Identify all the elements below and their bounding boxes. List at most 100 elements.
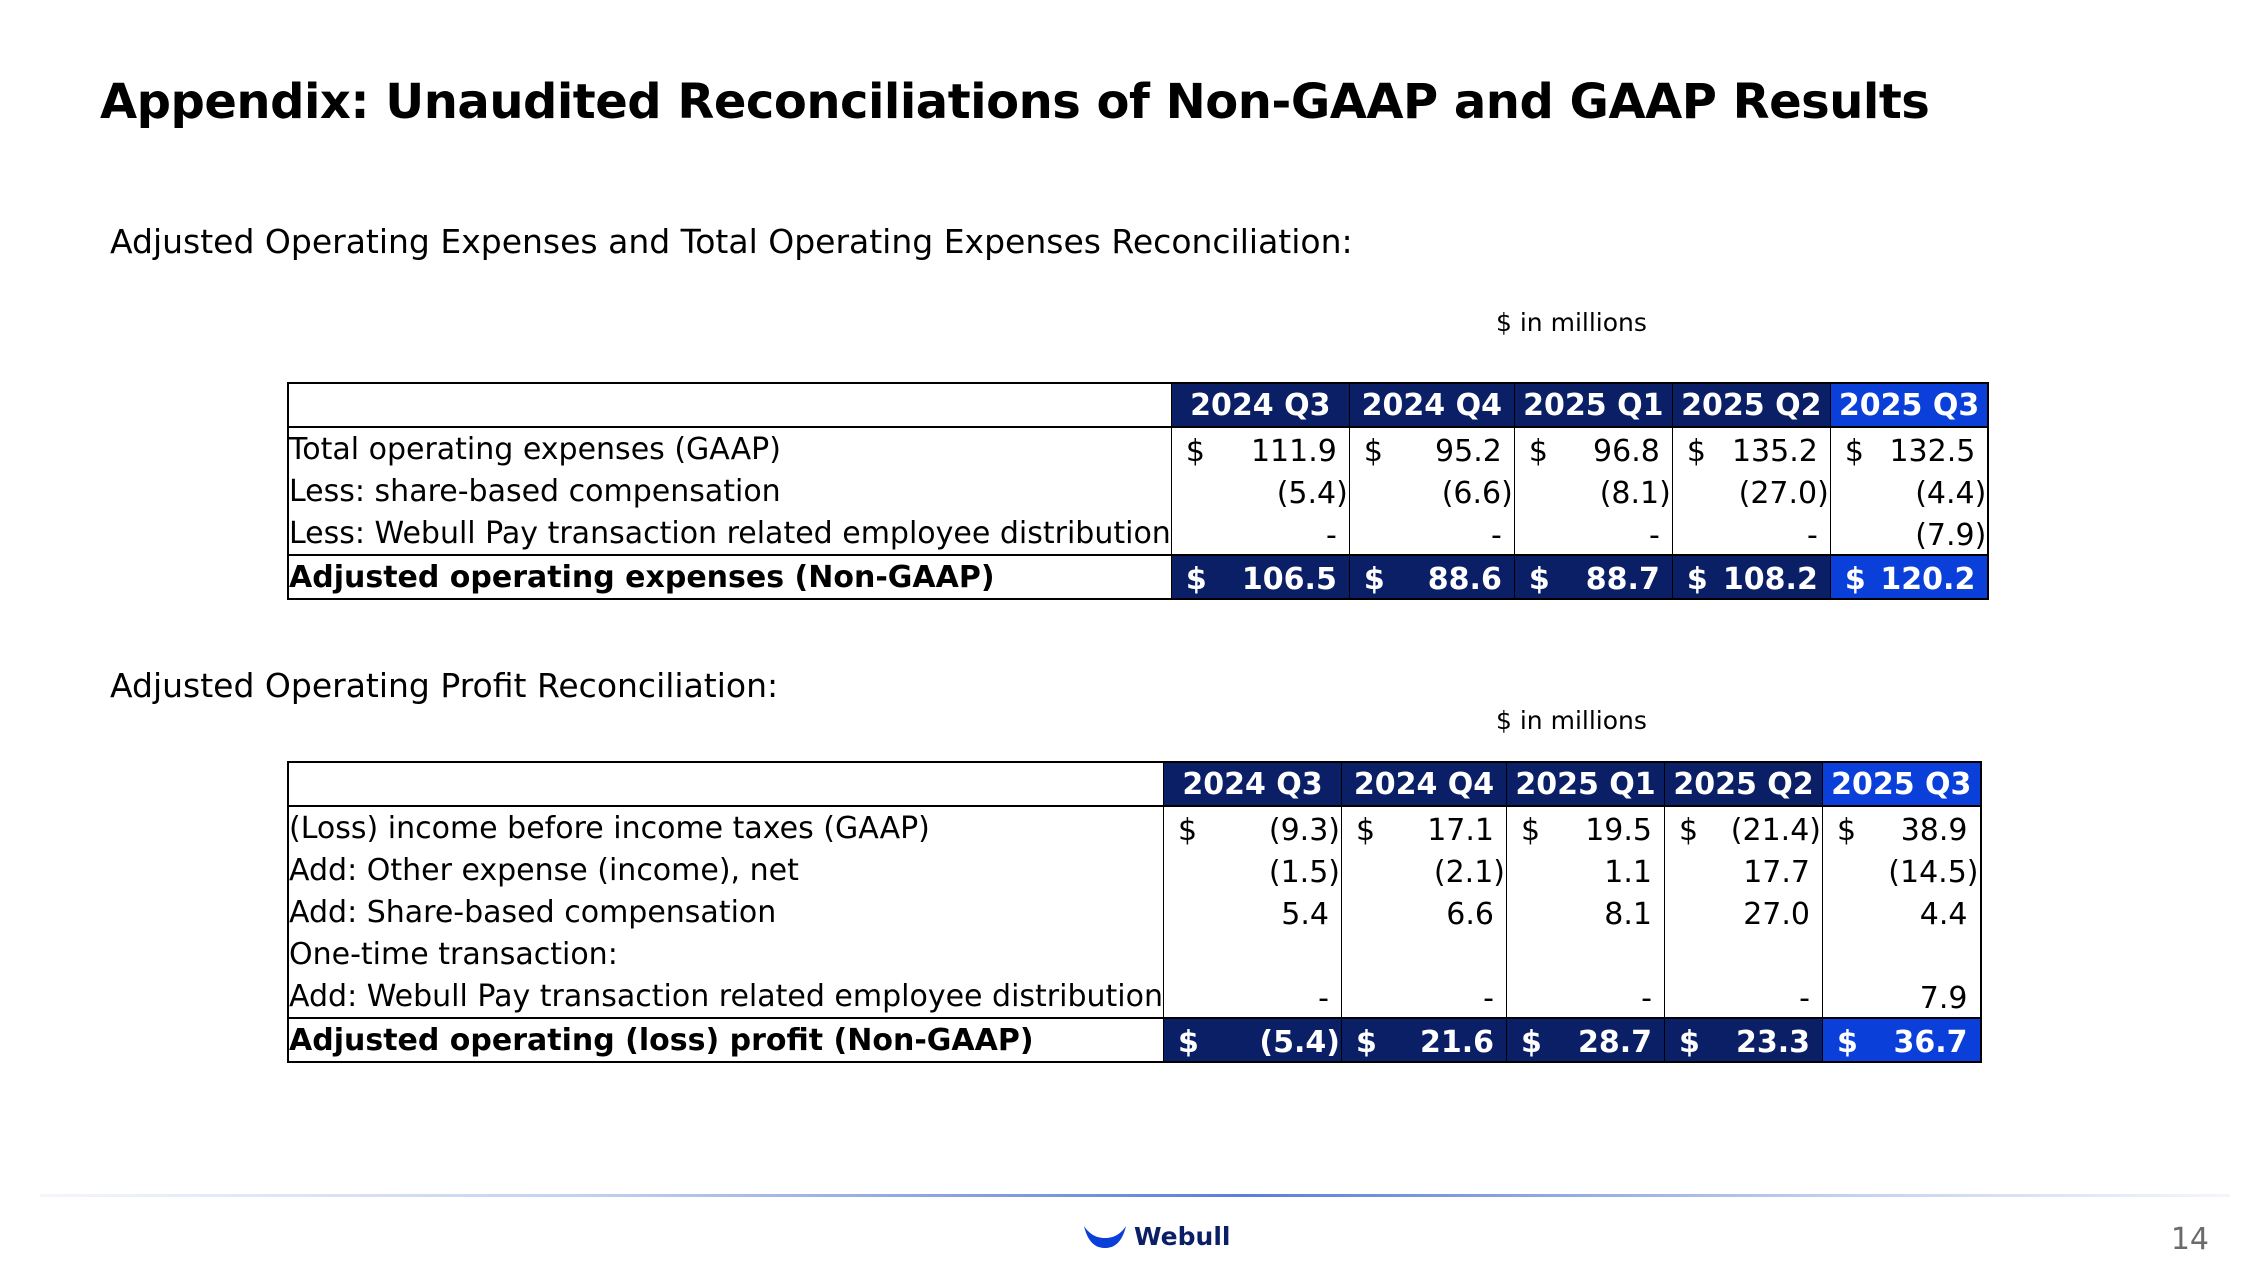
footer-divider: [40, 1194, 2230, 1197]
column-header: 2024 Q4: [1341, 762, 1507, 807]
cell-value: 36.7: [1893, 1025, 1968, 1060]
row-label: Adjusted operating (loss) profit (Non-GA…: [288, 1017, 1164, 1062]
currency-symbol: $: [1363, 562, 1385, 597]
cell-value: 106.5: [1241, 562, 1337, 597]
value-cell: (7.9): [1829, 512, 1989, 555]
value-cell: [1664, 933, 1823, 975]
cell-value: (14.5): [1888, 855, 1979, 890]
value-cell: $88.7: [1513, 554, 1673, 599]
value-cell: $23.3: [1664, 1017, 1823, 1062]
value-cell: (4.4): [1829, 470, 1989, 512]
value-cell: 6.6: [1341, 891, 1507, 933]
cell-value: 132.5: [1889, 434, 1976, 469]
currency-symbol: $: [1356, 1025, 1377, 1060]
cell-value: (5.4): [1276, 476, 1348, 511]
value-cell: $36.7: [1822, 1017, 1981, 1062]
cell-value: 88.6: [1427, 562, 1502, 597]
value-cell: $21.6: [1341, 1017, 1507, 1062]
value-cell: $108.2: [1671, 554, 1831, 599]
cell-value: 5.4: [1281, 897, 1329, 932]
value-cell: $ (9.3): [1163, 806, 1342, 849]
currency-symbol: $: [1521, 1025, 1542, 1060]
value-cell: (1.5): [1163, 849, 1342, 891]
value-cell: $96.8: [1513, 427, 1673, 470]
table-row: (Loss) income before income taxes (GAAP)…: [288, 806, 1981, 849]
page-title: Appendix: Unaudited Reconciliations of N…: [100, 74, 1930, 130]
value-cell: $17.1: [1341, 806, 1507, 849]
value-cell: $28.7: [1506, 1017, 1665, 1062]
row-label: One-time transaction:: [289, 936, 618, 972]
cell-value: 28.7: [1577, 1025, 1652, 1060]
cell-value: 4.4: [1919, 897, 1968, 932]
table-row: Add: Share-based compensation 5.4 6.6 8.1 27…: [288, 891, 1981, 933]
value-cell: (14.5): [1822, 849, 1981, 891]
value-cell: $19.5: [1506, 806, 1665, 849]
currency-symbol: $: [1686, 562, 1708, 597]
value-cell: 17.7: [1664, 849, 1823, 891]
cell-value: 108.2: [1722, 562, 1818, 597]
value-cell: -: [1341, 975, 1507, 1018]
cell-value: -: [1807, 518, 1818, 553]
cell-value: 88.7: [1585, 562, 1660, 597]
row-label: Less: share-based compensation: [289, 473, 781, 509]
currency-symbol: $: [1679, 1025, 1700, 1060]
cell-value: (6.6): [1441, 476, 1513, 511]
cell-value: 19.5: [1585, 813, 1652, 848]
cell-value: (8.1): [1599, 476, 1671, 511]
opex-section-title: Adjusted Operating Expenses and Total Op…: [110, 222, 1353, 261]
row-label: Less: Webull Pay transaction related emp…: [289, 515, 1171, 551]
value-cell: [1506, 933, 1665, 975]
value-cell: $135.2: [1671, 427, 1831, 470]
value-cell: [1341, 933, 1507, 975]
value-cell: $38.9: [1822, 806, 1981, 849]
opex-units-note: $ in millions: [1496, 308, 1647, 337]
currency-symbol: $: [1528, 434, 1548, 469]
cell-value: -: [1483, 981, 1494, 1016]
column-header: 2025 Q1: [1506, 762, 1665, 807]
value-cell: $132.5: [1829, 427, 1989, 470]
currency-symbol: $: [1356, 813, 1376, 848]
cell-value: -: [1649, 518, 1660, 553]
value-cell: [1822, 933, 1981, 975]
row-label: Add: Share-based compensation: [289, 894, 777, 930]
row-label: Adjusted operating expenses (Non-GAAP): [288, 554, 1172, 599]
value-cell: 4.4: [1822, 891, 1981, 933]
cell-value: (1.5): [1268, 855, 1340, 890]
cell-value: 38.9: [1900, 813, 1968, 848]
header-blank-cell: [288, 383, 1172, 428]
cell-value: 96.8: [1593, 434, 1660, 469]
cell-value: (7.9): [1915, 518, 1987, 553]
currency-symbol: $: [1363, 434, 1383, 469]
cell-value: (2.1): [1433, 855, 1505, 890]
row-label: Add: Webull Pay transaction related empl…: [289, 978, 1163, 1014]
value-cell: (27.0): [1671, 470, 1831, 512]
value-cell: 27.0: [1664, 891, 1823, 933]
cell-value: 17.7: [1743, 855, 1810, 890]
currency-symbol: $: [1844, 562, 1866, 597]
value-cell: $111.9: [1170, 427, 1350, 470]
table-row: One-time transaction:: [288, 933, 1981, 975]
profit-units-note: $ in millions: [1496, 706, 1647, 735]
cell-value: -: [1641, 981, 1652, 1016]
table-row: Less: share-based compensation (5.4) (6.6)…: [288, 470, 1989, 512]
total-row: Adjusted operating (loss) profit (Non-GA…: [288, 1017, 1981, 1062]
column-header: 2024 Q4: [1348, 383, 1515, 428]
currency-symbol: $: [1521, 813, 1541, 848]
currency-symbol: $: [1178, 1025, 1199, 1060]
column-header: 2024 Q3: [1170, 383, 1350, 428]
value-cell: -: [1348, 512, 1515, 555]
webull-logo-icon: [1084, 1225, 1126, 1248]
currency-symbol: $: [1185, 434, 1205, 469]
currency-symbol: $: [1528, 562, 1550, 597]
value-cell: 7.9: [1822, 975, 1981, 1018]
value-cell: $ (5.4): [1163, 1017, 1342, 1062]
cell-value: (27.0): [1738, 476, 1829, 511]
value-cell: (8.1): [1513, 470, 1673, 512]
cell-value: 1.1: [1604, 855, 1652, 890]
cell-value: -: [1318, 981, 1329, 1016]
currency-symbol: $: [1679, 813, 1699, 848]
column-header: 2024 Q3: [1163, 762, 1342, 807]
cell-value: 17.1: [1427, 813, 1494, 848]
cell-value: -: [1799, 981, 1810, 1016]
profit-reconciliation-table: 2024 Q3 2024 Q4 2025 Q1 2025 Q2 2025 Q3 …: [287, 761, 1982, 1063]
